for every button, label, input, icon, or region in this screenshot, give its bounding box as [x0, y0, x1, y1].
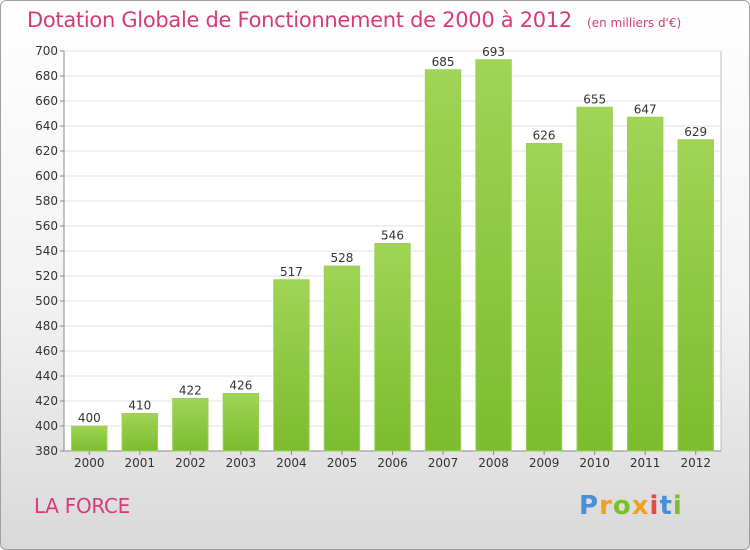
y-tick-label: 520 — [35, 269, 58, 283]
proxiti-logo: Proxiti — [579, 491, 683, 521]
bar-2001 — [121, 413, 158, 452]
data-label-2001: 410 — [128, 399, 151, 413]
y-tick-label: 700 — [35, 44, 58, 58]
y-tick-label: 560 — [35, 219, 58, 233]
y-tick-label: 400 — [35, 419, 58, 433]
y-tick-label: 480 — [35, 319, 58, 333]
y-tick-label: 580 — [35, 194, 58, 208]
bar-2002 — [172, 398, 209, 452]
chart-unit: (en milliers d'€) — [587, 16, 682, 30]
x-tick-label-2010: 2010 — [579, 456, 610, 470]
commune-name: LA FORCE — [34, 494, 130, 518]
x-tick-label-2002: 2002 — [175, 456, 206, 470]
bar-2012 — [677, 139, 714, 452]
data-label-2002: 422 — [179, 384, 202, 398]
data-label-2008: 693 — [482, 45, 505, 59]
y-tick-label: 540 — [35, 244, 58, 258]
x-tick-label-2009: 2009 — [529, 456, 560, 470]
y-tick-label: 440 — [35, 369, 58, 383]
bar-2007 — [424, 69, 462, 452]
bar-2005 — [323, 265, 361, 452]
x-tick-label-2007: 2007 — [428, 456, 459, 470]
bar-2011 — [627, 116, 664, 452]
data-label-2010: 655 — [583, 92, 606, 106]
y-tick-label: 680 — [35, 69, 58, 83]
data-label-2005: 528 — [331, 251, 354, 265]
data-label-2003: 426 — [229, 379, 252, 393]
y-tick-label: 460 — [35, 344, 58, 358]
y-tick-label: 620 — [35, 144, 58, 158]
bar-2010 — [576, 106, 613, 452]
bar-2004 — [273, 279, 310, 452]
data-label-2012: 629 — [684, 125, 707, 139]
x-tick-label-2000: 2000 — [74, 456, 105, 470]
y-tick-label: 500 — [35, 294, 58, 308]
x-tick-label-2011: 2011 — [630, 456, 661, 470]
y-tick-label: 600 — [35, 169, 58, 183]
y-tick-label: 380 — [35, 444, 58, 458]
x-tick-label-2001: 2001 — [125, 456, 156, 470]
data-label-2000: 400 — [78, 411, 101, 425]
y-tick-label: 420 — [35, 394, 58, 408]
x-tick-label-2008: 2008 — [478, 456, 509, 470]
bar-2003 — [222, 393, 260, 452]
data-label-2004: 517 — [280, 265, 303, 279]
y-tick-label: 640 — [35, 119, 58, 133]
data-label-2011: 647 — [634, 102, 657, 116]
x-tick-label-2003: 2003 — [226, 456, 257, 470]
data-label-2009: 626 — [533, 129, 556, 143]
data-label-2006: 546 — [381, 229, 404, 243]
x-tick-label-2005: 2005 — [327, 456, 358, 470]
bar-2008 — [475, 59, 512, 452]
data-label-2007: 685 — [432, 55, 455, 69]
chart-title: Dotation Globale de Fonctionnement de 20… — [27, 8, 572, 32]
x-tick-label-2004: 2004 — [276, 456, 307, 470]
bar-2000 — [71, 425, 108, 452]
bar-2009 — [525, 143, 563, 452]
title-row: Dotation Globale de Fonctionnement de 20… — [27, 8, 681, 32]
x-tick-label-2012: 2012 — [680, 456, 711, 470]
bar-2006 — [374, 243, 411, 452]
x-tick-label-2006: 2006 — [377, 456, 408, 470]
y-tick-label: 660 — [35, 94, 58, 108]
